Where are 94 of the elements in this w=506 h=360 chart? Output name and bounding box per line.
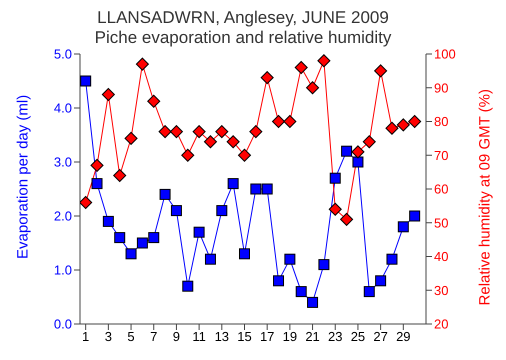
point [136, 238, 148, 248]
x-tick-label: 15 [237, 329, 252, 344]
y2-tick-label: 70 [434, 148, 448, 163]
point [238, 148, 251, 162]
y-tick-label: 4.0 [54, 100, 72, 116]
point [396, 118, 410, 132]
point [136, 58, 149, 71]
point [375, 275, 386, 286]
point [204, 135, 217, 148]
point [273, 275, 284, 286]
point [238, 248, 250, 260]
x-tick-label: 7 [150, 329, 158, 344]
point [307, 296, 318, 308]
x-tick-label: 1 [82, 329, 90, 344]
y-tick-label: 2.0 [54, 208, 72, 224]
point [147, 94, 160, 108]
y-tick-label: 3.0 [54, 154, 72, 170]
x-tick-label: 25 [350, 329, 366, 344]
point [260, 71, 274, 84]
x-tick-label: 29 [396, 329, 411, 344]
y-axis-title: Evaporation per day (ml) [14, 94, 32, 259]
point [385, 122, 398, 135]
point [194, 226, 205, 238]
point [374, 64, 388, 78]
point [148, 232, 160, 244]
point [398, 221, 409, 232]
y2-tick-label: 50 [434, 215, 448, 230]
x-tick-label: 21 [305, 329, 320, 344]
point [160, 188, 171, 200]
point [204, 254, 216, 265]
point [80, 196, 92, 209]
point [318, 259, 330, 270]
point [317, 54, 330, 68]
chart-subtitle: Piche evaporation and relative humidity [94, 28, 392, 48]
point [283, 115, 296, 128]
point [341, 146, 352, 157]
point [340, 212, 354, 226]
y2-tick-label: 60 [434, 182, 448, 197]
y2-tick-label: 90 [434, 80, 448, 96]
point [182, 280, 194, 292]
point [181, 148, 194, 162]
x-tick-label: 13 [214, 329, 230, 344]
y-tick-label: 1.0 [54, 262, 72, 278]
point [249, 125, 262, 138]
point [114, 232, 126, 244]
point [92, 178, 103, 190]
point [352, 156, 364, 168]
y2-tick-label: 30 [434, 282, 448, 298]
point [102, 88, 115, 101]
point [80, 76, 92, 86]
x-tick-label: 5 [127, 329, 135, 344]
point [192, 125, 206, 138]
point [228, 178, 239, 190]
point [306, 81, 320, 94]
point [408, 115, 422, 128]
y2-axis-title: Relative humidity at 09 GMT (%) [476, 89, 494, 306]
point [170, 125, 183, 138]
point [328, 202, 342, 216]
y-tick-label: 5.0 [54, 46, 72, 62]
point [296, 286, 307, 298]
point [124, 132, 138, 145]
point [90, 158, 104, 172]
chart-title: LLANSADWRN, Anglesey, JUNE 2009 [96, 8, 390, 28]
point [386, 254, 398, 265]
point [409, 210, 420, 222]
x-tick-label: 11 [192, 329, 206, 344]
point [215, 125, 228, 138]
y2-tick-label: 40 [434, 249, 448, 264]
x-tick-label: 17 [260, 329, 274, 344]
point [272, 115, 286, 128]
point [362, 135, 376, 148]
point [364, 286, 375, 298]
point [262, 184, 273, 194]
point [113, 169, 126, 182]
x-tick-label: 19 [282, 329, 298, 344]
x-tick-label: 3 [104, 329, 112, 344]
y2-tick-label: 20 [434, 316, 448, 332]
point [250, 184, 262, 194]
point [330, 172, 341, 184]
point [216, 205, 228, 216]
point [158, 125, 172, 138]
point [351, 145, 364, 158]
point [102, 216, 114, 227]
y-tick-label: 0.0 [54, 316, 72, 332]
y2-tick-label: 100 [434, 46, 456, 62]
point [284, 254, 296, 265]
point [170, 205, 182, 216]
x-tick-label: 23 [328, 329, 342, 344]
point [126, 248, 137, 260]
x-tick-label: 9 [172, 329, 180, 344]
x-tick-label: 27 [373, 329, 388, 344]
point [294, 61, 308, 74]
point [226, 135, 240, 148]
y2-tick-label: 80 [434, 114, 448, 130]
